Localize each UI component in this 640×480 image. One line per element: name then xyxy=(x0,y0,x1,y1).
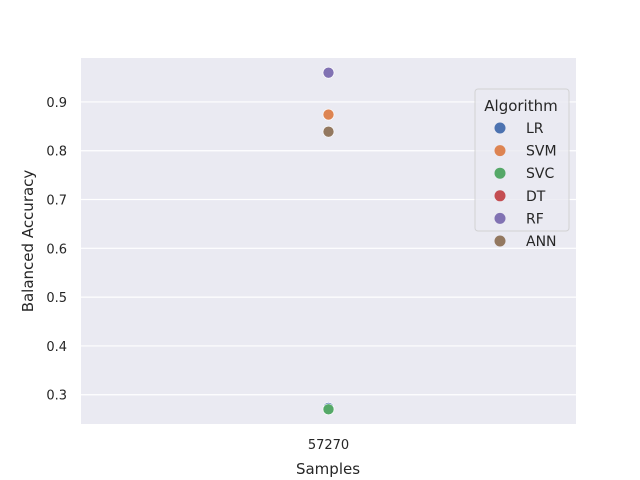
legend-marker-svm xyxy=(494,145,506,157)
legend-label-svm: SVM xyxy=(526,144,557,160)
legend-marker-rf xyxy=(494,212,506,224)
point-ann xyxy=(322,125,335,138)
x-tick-labels: 57270 xyxy=(308,438,349,453)
legend-label-lr: LR xyxy=(526,121,544,137)
legend-label-rf: RF xyxy=(526,211,544,227)
y-tick-label: 0.9 xyxy=(46,96,67,111)
y-tick-label: 0.4 xyxy=(46,340,67,355)
point-svc xyxy=(322,403,335,416)
legend-label-dt: DT xyxy=(526,189,546,205)
data-points xyxy=(322,66,335,416)
legend-marker-dt xyxy=(494,190,506,202)
y-tick-label: 0.5 xyxy=(46,291,67,306)
y-tick-label: 0.7 xyxy=(46,194,67,209)
point-rf xyxy=(322,66,335,79)
y-axis-label: Balanced Accuracy xyxy=(19,170,37,313)
y-tick-label: 0.8 xyxy=(46,145,67,160)
x-axis-label: Samples xyxy=(296,460,360,478)
legend-title: Algorithm xyxy=(484,97,557,115)
legend-marker-svc xyxy=(494,167,506,179)
legend-items: LR SVM SVC DT RF ANN xyxy=(494,121,557,250)
legend-label-svc: SVC xyxy=(526,166,554,182)
legend: Algorithm LR SVM SVC DT RF ANN xyxy=(474,88,570,250)
point-svm xyxy=(322,108,335,121)
y-tick-labels: 0.3 0.4 0.5 0.6 0.7 0.8 0.9 xyxy=(46,96,67,404)
y-tick-label: 0.6 xyxy=(46,242,67,257)
legend-label-ann: ANN xyxy=(526,234,557,250)
x-tick-label: 57270 xyxy=(308,438,349,453)
legend-marker-lr xyxy=(494,122,506,134)
y-tick-label: 0.3 xyxy=(46,389,67,404)
legend-marker-ann xyxy=(494,235,506,247)
